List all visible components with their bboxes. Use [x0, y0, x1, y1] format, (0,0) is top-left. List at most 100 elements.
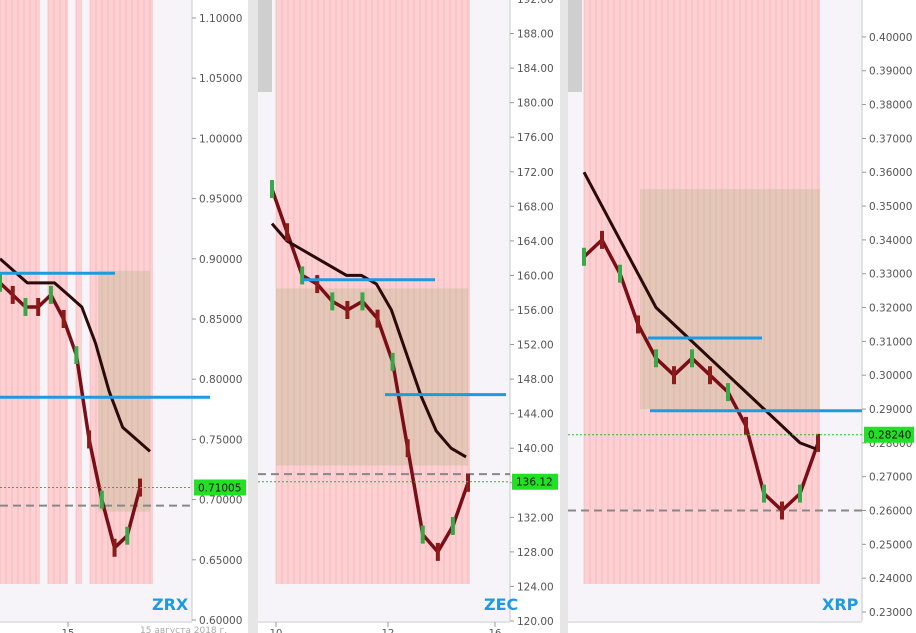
y-tick-label: 0.35000 [869, 201, 912, 213]
candle [672, 366, 676, 385]
y-tick-label: 160.00 [517, 270, 554, 282]
y-tick-label: 0.29000 [869, 404, 912, 416]
y-tick-label: 184.00 [517, 63, 554, 75]
candle [285, 223, 290, 242]
axis-background [510, 0, 560, 633]
candle [87, 430, 92, 449]
highlight-zone [0, 0, 40, 584]
axis-background [862, 0, 916, 633]
candle [99, 490, 104, 509]
x-tick-label: 10 [270, 628, 283, 633]
symbol-label: ZEC [484, 595, 518, 614]
price-tag [512, 473, 558, 490]
y-tick-label: 0.33000 [869, 269, 912, 281]
y-tick-label: 192.00 [517, 0, 554, 6]
y-tick-label: 168.00 [517, 201, 554, 213]
price-tag-label: 136.12 [516, 477, 553, 489]
y-tick-label: 0.30000 [869, 370, 912, 382]
candle [816, 433, 820, 452]
y-tick-label: 188.00 [517, 29, 554, 41]
y-tick-label: 144.00 [517, 409, 554, 421]
y-tick-label: 0.31000 [869, 336, 912, 348]
x-tick-label: 16 [489, 628, 502, 633]
candle [618, 264, 622, 283]
y-tick-label: 124.00 [517, 581, 554, 593]
y-tick-label: 0.23000 [869, 607, 912, 619]
y-tick-label: 128.00 [517, 547, 554, 559]
y-tick-label: 0.34000 [869, 235, 912, 247]
candle [450, 516, 455, 535]
y-tick-label: 120.00 [517, 616, 554, 628]
x-tick-label: 12 [382, 628, 395, 633]
y-tick-label: 0.27000 [869, 472, 912, 484]
scrollbar [568, 0, 582, 92]
candle [600, 230, 604, 249]
candle [375, 309, 380, 328]
y-tick-label: 0.39000 [869, 66, 912, 78]
y-tick-label: 0.38000 [869, 100, 912, 112]
y-tick-label: 0.70000 [199, 495, 242, 507]
candle [798, 484, 802, 503]
y-tick-label: 0.75000 [199, 434, 242, 446]
candle [762, 484, 766, 503]
y-tick-label: 0.25000 [869, 539, 912, 551]
candle [435, 542, 440, 561]
y-tick-label: 1.00000 [199, 133, 242, 145]
candle [112, 538, 117, 557]
candle [74, 346, 79, 365]
y-tick-label: 0.32000 [869, 303, 912, 315]
series-line-2 [582, 171, 819, 452]
y-tick-label: 0.90000 [199, 254, 242, 266]
candle [125, 526, 130, 545]
y-tick-label: 132.00 [517, 512, 554, 524]
y-tick-label: 148.00 [517, 374, 554, 386]
range-band [276, 288, 468, 466]
candle [582, 247, 586, 266]
y-tick-label: 1.10000 [199, 13, 242, 25]
candle [405, 439, 410, 458]
candle [466, 473, 470, 492]
candle [420, 525, 425, 544]
y-tick-label: 1.05000 [199, 73, 242, 85]
x-tick-label: 15 [62, 628, 75, 633]
candle [0, 273, 2, 292]
y-tick-label: 0.24000 [869, 573, 912, 585]
price-tag [194, 479, 246, 496]
candle [726, 383, 730, 402]
footer-date: 15 августа 2018 г. [140, 626, 227, 633]
candle [360, 292, 365, 311]
y-tick-label: 0.40000 [869, 32, 912, 44]
price-tag-label: 0.28240 [868, 430, 911, 442]
price-tag-label: 0.71005 [198, 482, 241, 494]
candle [10, 285, 15, 304]
price-tag [864, 426, 914, 443]
y-tick-label: 180.00 [517, 98, 554, 110]
candle [780, 501, 784, 520]
chart-panel-zrx: 0.60000 0.65000 0.70000 0.75000 0.80000 0.850… [0, 0, 248, 633]
y-tick-label: 0.26000 [869, 506, 912, 518]
highlight-zone [76, 0, 82, 584]
chart-panel-zec: 120.00124.00128.00132.00136.00140.00144.… [258, 0, 560, 633]
candle [708, 366, 712, 385]
y-tick-label: 0.65000 [199, 555, 242, 567]
candle [48, 285, 53, 304]
range-band [98, 270, 150, 512]
highlight-zone [276, 0, 470, 584]
y-tick-label: 0.80000 [199, 374, 242, 386]
y-tick-label: 140.00 [517, 443, 554, 455]
candle [345, 301, 350, 319]
highlight-zone [48, 0, 68, 584]
y-tick-label: 0.36000 [869, 167, 912, 179]
y-tick-label: 172.00 [517, 167, 554, 179]
scrollbar [258, 0, 272, 92]
chart-panel-xrp: 0.230000.240000.250000.260000.270000.280… [568, 0, 916, 633]
candle [300, 266, 305, 285]
candle [36, 297, 41, 316]
highlight-zone [584, 0, 820, 584]
y-tick-label: 0.95000 [199, 194, 242, 206]
series-line-1 [582, 238, 820, 513]
y-tick-label: 164.00 [517, 236, 554, 248]
symbol-label: ZRX [152, 595, 189, 614]
candle [654, 349, 658, 368]
